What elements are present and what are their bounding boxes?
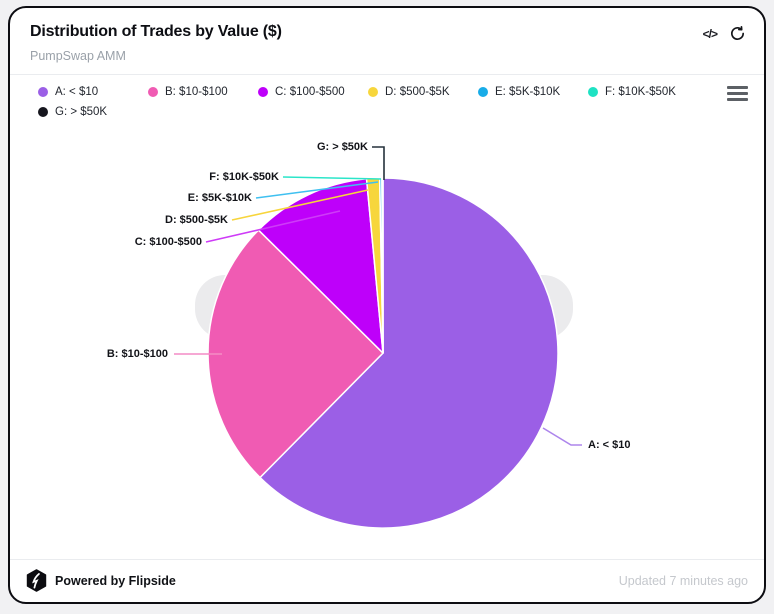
legend-item-f[interactable]: F: $10K-$50K [588,86,698,98]
legend-label: G: > $50K [55,106,108,118]
legend-label: C: $100-$500 [275,86,345,98]
page-title: Distribution of Trades by Value ($) [30,23,282,40]
menu-icon[interactable] [727,86,748,101]
callout-line-d [231,189,369,221]
legend-swatch-icon [258,87,268,97]
legend-label: D: $500-$5K [385,86,450,98]
callout-label-b: B: $10-$100 [106,348,168,360]
powered-by-label[interactable]: Powered by Flipside [55,573,176,588]
callout-label-f: F: $10K-$50K [209,171,279,183]
card-header: Distribution of Trades by Value ($) </> … [10,8,764,75]
legend-label: B: $10-$100 [165,86,228,98]
callout-label-g: G: > $50K [316,141,368,153]
legend-swatch-icon [478,87,488,97]
legend: A: < $10 B: $10-$100 C: $100-$500 D: $500-$… [10,75,764,123]
legend-item-a[interactable]: A: < $10 [38,86,148,98]
callout-label-e: E: $5K-$10K [187,192,252,204]
legend-label: E: $5K-$10K [495,86,561,98]
legend-item-e[interactable]: E: $5K-$10K [478,86,588,98]
chart-subtitle: PumpSwap AMM [30,49,126,63]
callout-label-d: D: $500-$5K [165,214,228,226]
legend-item-g[interactable]: G: > $50K [38,106,148,118]
legend-swatch-icon [38,107,48,117]
legend-item-d[interactable]: D: $500-$5K [368,86,478,98]
pie-chart: A: < $10 B: $10-$100 C: $100-$500 D: $500-$… [10,123,764,551]
legend-item-b[interactable]: B: $10-$100 [148,86,258,98]
callout-line-c [205,210,341,243]
legend-swatch-icon [588,87,598,97]
updated-timestamp: Updated 7 minutes ago [618,573,748,588]
callout-line-a [542,427,582,446]
flipside-logo-icon [26,569,47,592]
legend-swatch-icon [368,87,378,97]
legend-swatch-icon [38,87,48,97]
legend-label: F: $10K-$50K [605,86,676,98]
callout-line-e [255,181,379,199]
legend-swatch-icon [148,87,158,97]
callout-line-f [282,176,382,180]
code-embed-icon[interactable]: </> [702,26,718,41]
callout-label-c: C: $100-$500 [134,236,202,248]
callout-line-g [372,146,385,180]
card-footer: Powered by Flipside Updated 7 minutes ag… [10,559,764,602]
refresh-icon[interactable] [729,25,746,42]
callout-label-a: A: < $10 [588,439,631,451]
legend-item-c[interactable]: C: $100-$500 [258,86,368,98]
chart-card: Distribution of Trades by Value ($) </> … [8,6,766,604]
pie-slice-a[interactable] [259,177,559,529]
legend-label: A: < $10 [55,86,99,98]
